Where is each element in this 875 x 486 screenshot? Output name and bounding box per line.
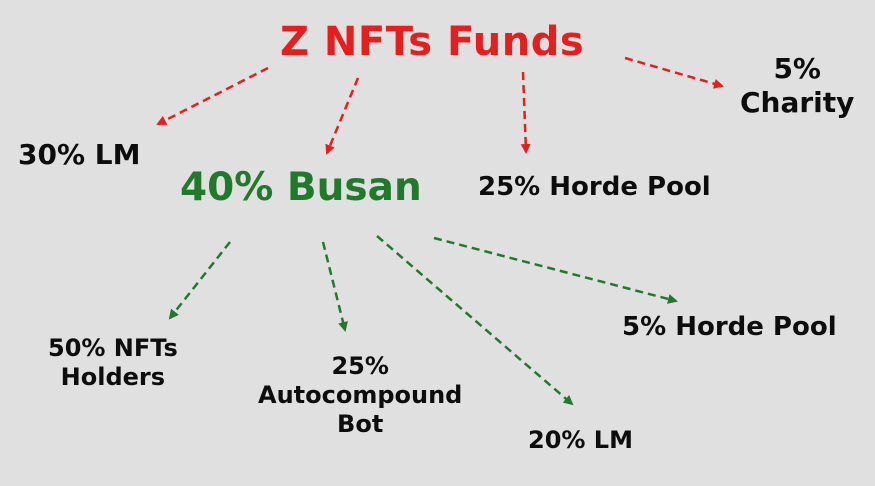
- autobot-line-3: Bot: [337, 409, 384, 438]
- arrow-busan-to-holders: [168, 241, 231, 320]
- allocation-autocompound-bot-25: 25% Autocompound Bot: [258, 352, 462, 438]
- allocation-nft-holders-50: 50% NFTs Holders: [48, 334, 178, 392]
- autobot-line-2: Autocompound: [258, 380, 463, 409]
- allocation-charity-5: 5% Charity: [740, 52, 854, 119]
- allocation-lm-30: 30% LM: [18, 138, 141, 171]
- allocation-busan-40: 40% Busan: [180, 165, 422, 210]
- arrow-funds-to-charity: [624, 56, 724, 89]
- diagram-title: Z NFTs Funds: [280, 19, 585, 65]
- allocation-lm-20: 20% LM: [528, 426, 633, 454]
- arrow-funds-to-horde25: [520, 71, 531, 154]
- charity-label: Charity: [740, 85, 855, 119]
- arrow-busan-to-horde5: [433, 236, 678, 304]
- charity-percent: 5%: [773, 52, 821, 85]
- autobot-line-1: 25%: [331, 352, 389, 380]
- arrow-funds-to-lm30: [156, 66, 269, 126]
- arrow-busan-to-lm20: [376, 235, 574, 406]
- arrow-funds-to-busan: [325, 77, 360, 155]
- holders-line-2: Holders: [60, 362, 166, 391]
- holders-line-1: 50% NFTs: [48, 334, 178, 362]
- arrow-busan-to-autobot: [321, 241, 348, 332]
- allocation-horde-pool-5: 5% Horde Pool: [622, 312, 837, 342]
- allocation-horde-pool-25: 25% Horde Pool: [478, 172, 711, 202]
